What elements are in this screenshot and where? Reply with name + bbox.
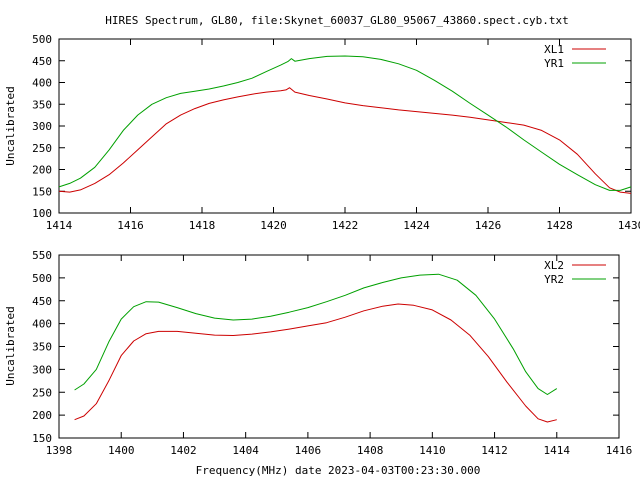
legend-label-yr2: YR2: [544, 273, 564, 286]
x-tick-label: 1400: [108, 444, 135, 457]
y-tick-label: 450: [32, 55, 52, 68]
x-tick-label: 1402: [170, 444, 197, 457]
bottom-panel: Uncalibrated 1398 1400 1402 1404 1406 1408 141…: [4, 249, 632, 457]
legend-label-xl2: XL2: [544, 259, 564, 272]
y-tick-label: 250: [32, 142, 52, 155]
y-tick-label: 100: [32, 207, 52, 220]
top-y-axis-label: Uncalibrated: [4, 86, 17, 165]
top-axis-ticks: 1414 1416 1418 1420 1422 1424 1426 1428 1430 100 1…: [32, 33, 640, 232]
y-tick-label: 200: [32, 164, 52, 177]
bottom-plot-frame: [58, 254, 620, 439]
top-series-group: [58, 55, 632, 194]
x-tick-label: 1414: [46, 219, 73, 232]
bottom-series-group: [74, 273, 558, 423]
y-tick-label: 350: [32, 341, 52, 354]
x-tick-label: 1422: [332, 219, 359, 232]
x-tick-label: 1412: [481, 444, 508, 457]
series-line-xl2: [74, 303, 557, 423]
x-tick-label: 1424: [403, 219, 430, 232]
y-tick-label: 200: [32, 409, 52, 422]
x-tick-label: 1404: [232, 444, 259, 457]
series-line-yr2: [74, 273, 558, 395]
y-tick-label: 550: [32, 249, 52, 262]
x-tick-label: 1416: [606, 444, 633, 457]
series-line-xl1: [58, 87, 632, 194]
x-tick-label: 1410: [419, 444, 446, 457]
x-tick-label: 1428: [546, 219, 573, 232]
y-tick-label: 400: [32, 318, 52, 331]
x-tick-label: 1408: [357, 444, 384, 457]
y-tick-label: 400: [32, 77, 52, 90]
y-tick-label: 300: [32, 363, 52, 376]
x-tick-label: 1420: [260, 219, 287, 232]
x-tick-label: 1418: [189, 219, 216, 232]
top-panel: Uncalibrated 1414 1416 1418 1420 1422 1424 142…: [4, 33, 640, 232]
x-tick-label: 1398: [46, 444, 73, 457]
legend-label-xl1: XL1: [544, 43, 564, 56]
x-tick-label: 1406: [295, 444, 322, 457]
x-tick-label: 1426: [475, 219, 502, 232]
y-tick-label: 150: [32, 185, 52, 198]
y-tick-label: 500: [32, 272, 52, 285]
chart-title: HIRES Spectrum, GL80, file:Skynet_60037_…: [105, 14, 569, 27]
x-tick-label: 1430: [618, 219, 640, 232]
y-tick-label: 150: [32, 432, 52, 445]
y-tick-label: 350: [32, 98, 52, 111]
y-tick-label: 250: [32, 386, 52, 399]
y-tick-label: 450: [32, 295, 52, 308]
x-tick-label: 1414: [544, 444, 571, 457]
x-tick-label: 1416: [117, 219, 144, 232]
series-line-yr1: [58, 55, 632, 191]
x-axis-label: Frequency(MHz) date 2023-04-03T00:23:30.…: [196, 464, 481, 477]
y-tick-label: 500: [32, 33, 52, 46]
bottom-axis-ticks: 1398 1400 1402 1404 1406 1408 1410 1412 1414 1416…: [32, 249, 632, 457]
bottom-y-axis-label: Uncalibrated: [4, 306, 17, 385]
y-tick-label: 300: [32, 120, 52, 133]
legend-label-yr1: YR1: [544, 57, 564, 70]
